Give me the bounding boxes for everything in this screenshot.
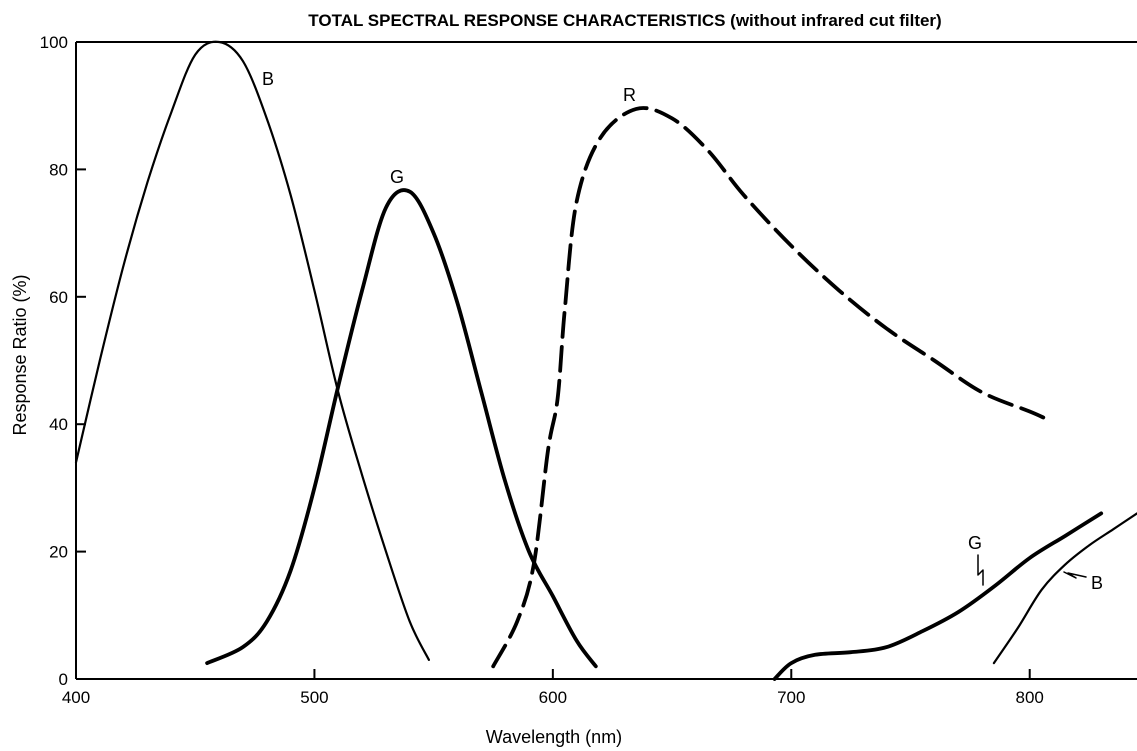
series-line-b-4 bbox=[992, 512, 1137, 665]
series-line-r-2 bbox=[491, 106, 1046, 669]
y-tick-label: 40 bbox=[49, 415, 68, 434]
x-axis-label: Wavelength (nm) bbox=[486, 727, 622, 747]
x-axis-ticks: 400 500 600 700 800 bbox=[62, 669, 1044, 707]
y-tick-label: 60 bbox=[49, 288, 68, 307]
series-line-g-1 bbox=[205, 188, 598, 669]
x-tick-label: 600 bbox=[539, 688, 567, 707]
annotation-g-ir-leader bbox=[977, 554, 984, 586]
y-tick-label: 100 bbox=[40, 33, 68, 52]
x-tick-label: 400 bbox=[62, 688, 90, 707]
series-curves bbox=[74, 40, 1137, 681]
series-line-b-0 bbox=[74, 40, 430, 661]
chart-title: TOTAL SPECTRAL RESPONSE CHARACTERISTICS … bbox=[308, 11, 941, 30]
annotation-b-ir: B bbox=[1091, 573, 1103, 593]
x-tick-label: 700 bbox=[777, 688, 805, 707]
annotation-r-main: R bbox=[623, 85, 636, 105]
annotation-g-ir: G bbox=[968, 533, 982, 553]
y-tick-label: 80 bbox=[49, 160, 68, 179]
y-axis-label: Response Ratio (%) bbox=[10, 274, 30, 435]
x-tick-label: 800 bbox=[1016, 688, 1044, 707]
annotation-b-ir-leader bbox=[1063, 571, 1087, 579]
y-axis-ticks: 0 20 40 60 80 100 bbox=[40, 33, 86, 689]
annotation-g-main: G bbox=[390, 167, 404, 187]
annotation-b-main: B bbox=[262, 69, 274, 89]
x-tick-label: 500 bbox=[300, 688, 328, 707]
y-tick-label: 0 bbox=[59, 670, 68, 689]
series-line-g-3 bbox=[772, 511, 1104, 681]
y-tick-label: 20 bbox=[49, 543, 68, 562]
